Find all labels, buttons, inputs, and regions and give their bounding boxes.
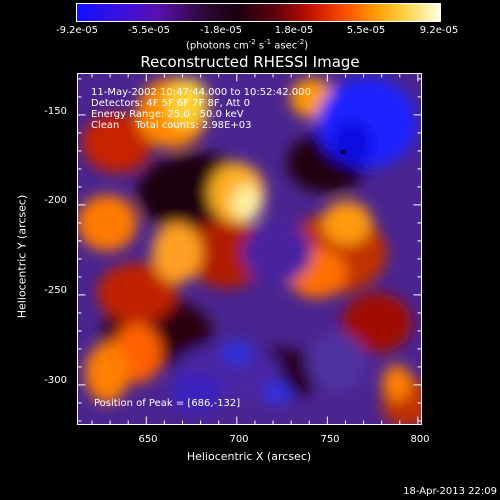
colorbar-tick: -1.8e-05 — [200, 25, 242, 36]
info-line-2: Detectors: 4F 5F 6F 7F 8F, Att 0 — [91, 98, 251, 109]
x-tick-label: 800 — [410, 434, 430, 445]
y-tick-label: -300 — [44, 375, 67, 386]
x-tick-label: 700 — [229, 434, 249, 445]
y-tick-label: -200 — [44, 195, 67, 206]
y-tick-label: -150 — [44, 106, 67, 117]
colorbar-tick: -5.5e-05 — [128, 25, 170, 36]
peak-marker — [341, 150, 345, 154]
peak-position-label: Position of Peak = [686,-132] — [94, 398, 241, 409]
colorbar-unit: (photons cm-2 s-1 asec-2) — [186, 38, 309, 52]
footer-date: 18-Apr-2013 22:09 — [403, 486, 497, 497]
colorbar-tick: -9.2e-05 — [56, 25, 98, 36]
x-axis-label: Heliocentric X (arcsec) — [186, 450, 312, 463]
colorbar-tick: 5.5e-05 — [346, 25, 386, 36]
info-line-1: 11-May-2002 10:47:44.000 to 10:52:42.000 — [91, 87, 311, 98]
colorbar — [76, 3, 441, 22]
info-line-4: Clean Total counts: 2.98E+03 — [91, 120, 252, 131]
x-tick-label: 650 — [138, 434, 158, 445]
chart-title: Reconstructed RHESSI Image — [140, 53, 360, 71]
y-tick-label: -250 — [44, 285, 67, 296]
x-tick-label: 750 — [320, 434, 340, 445]
info-line-3: Energy Range: 25.0 - 50.0 keV — [91, 109, 244, 120]
colorbar-tick: 1.8e-05 — [274, 25, 314, 36]
y-axis-label: Heliocentric Y (arcsec) — [15, 194, 29, 319]
plot-area: 11-May-2002 10:47:44.000 to 10:52:42.000… — [77, 73, 421, 424]
colorbar-tick: 9.2e-05 — [419, 25, 459, 36]
heatmap — [77, 73, 421, 424]
